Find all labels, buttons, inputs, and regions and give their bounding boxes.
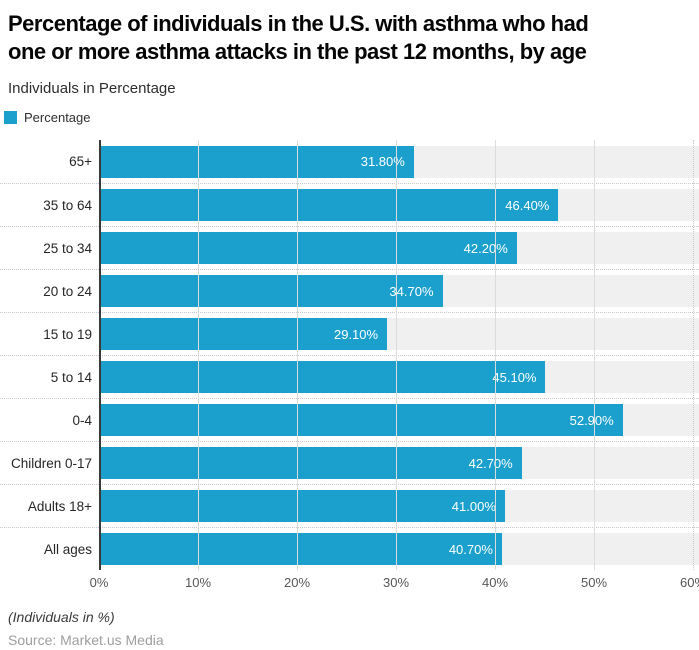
row-band: 40.70% — [99, 533, 699, 566]
value-label: 42.20% — [463, 240, 508, 256]
x-tick-label: 60% — [679, 575, 699, 591]
x-tick-label: 10% — [184, 575, 212, 591]
bar[interactable]: 31.80% — [99, 145, 414, 178]
row-band: 46.40% — [99, 189, 699, 222]
chart-rows: 65+ 31.80% 35 to 64 46.40% 25 to 34 42.20% 20 … — [0, 140, 699, 570]
x-tick-label: 0% — [89, 575, 109, 591]
category-label: 65+ — [69, 154, 92, 170]
legend-label: Percentage — [24, 110, 91, 126]
chart-subtitle: Individuals in Percentage — [8, 80, 176, 98]
vertical-gridline — [495, 140, 496, 571]
value-label: 45.10% — [492, 369, 537, 385]
x-tick-label: 40% — [481, 575, 509, 591]
vertical-gridline — [396, 140, 397, 571]
chart-row: 0-4 52.90% — [0, 398, 699, 441]
bar[interactable]: 42.70% — [99, 447, 522, 480]
y-axis-line — [99, 140, 101, 571]
bar[interactable]: 42.20% — [99, 232, 517, 265]
chart-row: 25 to 34 42.20% — [0, 226, 699, 269]
chart-row: 35 to 64 46.40% — [0, 183, 699, 226]
bar[interactable]: 34.70% — [99, 275, 443, 308]
plot-area: 65+ 31.80% 35 to 64 46.40% 25 to 34 42.20% 20 … — [0, 140, 699, 571]
chart-row: Children 0-17 42.70% — [0, 441, 699, 484]
chart-row: 15 to 19 29.10% — [0, 312, 699, 355]
row-band: 41.00% — [99, 490, 699, 523]
value-label: 52.90% — [569, 412, 614, 428]
vertical-gridline — [198, 140, 199, 571]
x-tick-label: 30% — [382, 575, 410, 591]
row-band: 52.90% — [99, 404, 699, 437]
category-label: 35 to 64 — [43, 197, 92, 213]
category-label: 25 to 34 — [43, 240, 92, 256]
bar[interactable]: 45.10% — [99, 361, 546, 394]
chart-title-line2: one or more asthma attacks in the past 1… — [8, 39, 587, 65]
value-label: 40.70% — [448, 541, 493, 557]
value-label: 29.10% — [333, 326, 379, 342]
chart-row: 5 to 14 45.10% — [0, 355, 699, 398]
chart-title: Percentage of individuals in the U.S. wi… — [0, 0, 699, 66]
vertical-gridline — [594, 140, 595, 571]
bar[interactable]: 41.00% — [99, 490, 505, 523]
x-axis-ticks: 0% 10% 20% 30% 40% 50% 60% — [0, 570, 699, 594]
category-label: Children 0-17 — [10, 455, 92, 471]
value-label: 41.00% — [451, 498, 496, 514]
x-tick-label: 50% — [580, 575, 608, 591]
value-label: 42.70% — [468, 455, 513, 471]
row-band: 29.10% — [99, 318, 699, 351]
bar[interactable]: 29.10% — [99, 318, 388, 351]
category-label: 5 to 14 — [50, 369, 92, 385]
value-label: 34.70% — [389, 283, 434, 299]
legend[interactable]: Percentage — [4, 110, 699, 125]
row-band: 42.70% — [99, 447, 699, 480]
footer-note: (Individuals in %) — [8, 609, 115, 626]
chart-row: 20 to 24 34.70% — [0, 269, 699, 312]
bar[interactable]: 46.40% — [99, 189, 559, 222]
category-label: All ages — [43, 541, 92, 557]
vertical-gridline — [693, 140, 694, 571]
value-label: 46.40% — [505, 197, 550, 213]
legend-swatch-icon — [4, 111, 17, 125]
chart-row: Adults 18+ 41.00% — [0, 484, 699, 527]
bar[interactable]: 52.90% — [99, 404, 623, 437]
vertical-gridline — [297, 140, 298, 571]
chart-row: All ages 40.70% — [0, 527, 699, 570]
category-label: Adults 18+ — [27, 498, 92, 514]
chart-row: 65+ 31.80% — [0, 140, 699, 183]
row-band: 34.70% — [99, 275, 699, 308]
category-label: 15 to 19 — [43, 326, 92, 342]
row-band: 31.80% — [99, 145, 699, 178]
bar[interactable]: 40.70% — [99, 533, 502, 566]
chart-title-line1: Percentage of individuals in the U.S. wi… — [8, 11, 589, 36]
category-label: 0-4 — [72, 412, 92, 428]
footer-source: Source: Market.us Media — [8, 632, 164, 649]
category-label: 20 to 24 — [43, 283, 92, 299]
row-band: 42.20% — [99, 232, 699, 265]
row-band: 45.10% — [99, 361, 699, 394]
value-label: 31.80% — [360, 154, 405, 170]
x-tick-label: 20% — [283, 575, 311, 591]
